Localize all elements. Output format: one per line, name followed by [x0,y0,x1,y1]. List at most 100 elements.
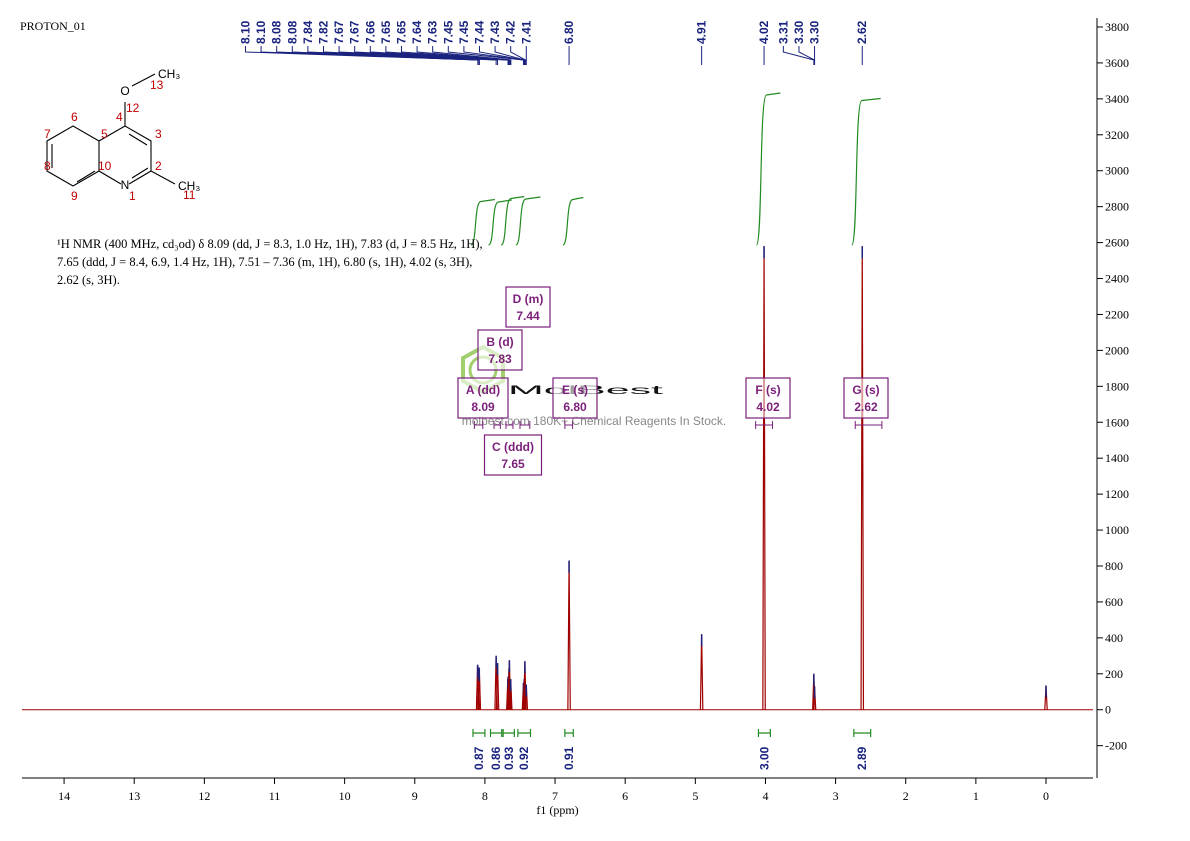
integral-curve [755,92,781,246]
atom-numbers: 13 12 4 3 2 1 10 5 6 7 8 9 11 [44,78,196,203]
atom-number: 12 [126,101,140,115]
peak-label: 7.67 [348,20,362,44]
peak-label-connector [322,46,499,65]
multiplet-box [505,286,551,328]
x-tick-label: 10 [339,789,351,803]
y-tick-label: 2200 [1105,307,1129,321]
peak [567,560,571,710]
multiplet-range [493,421,501,429]
x-tick-label: 1 [973,789,979,803]
multiplet-range [854,421,883,429]
peak [477,669,482,710]
peak-label: 4.02 [757,20,771,44]
peak-label: 7.63 [426,20,440,44]
peak-label-connector [416,46,511,65]
y-tick-label: 3800 [1105,20,1129,34]
peak-label-connector [494,46,526,65]
peak-label: 4.91 [695,20,709,44]
multiplet-box [477,329,523,371]
integral-range [853,729,872,737]
peak-label: 6.80 [562,20,576,44]
atom-number: 13 [150,78,164,92]
atom-number: 8 [44,159,51,173]
atom-number: 10 [98,159,112,173]
multiplet-range [505,421,514,429]
multiplet-shift: 6.80 [563,400,587,414]
y-tick-label: 3400 [1105,92,1129,106]
y-tick-label: 1200 [1105,487,1129,501]
x-tick-label: 2 [903,789,909,803]
atom-number: 2 [155,159,162,173]
peak-label: 7.45 [457,20,471,44]
x-tick-label: 9 [412,789,418,803]
peak-label: 2.62 [855,20,869,44]
peak-label-connector [463,46,524,65]
multiplet-box [843,377,889,419]
multiplet-name: B (d) [486,335,513,349]
atom: CH₃ [158,67,180,81]
integral-curve [515,196,541,246]
atom-number: 6 [71,110,78,124]
y-tick-label: 2600 [1105,236,1129,250]
x-axis-label: f1 (ppm) [536,803,578,817]
integral-range [564,729,574,737]
y-tick-label: 3200 [1105,128,1129,142]
ring-bonds [46,73,176,187]
y-tick-label: 1800 [1105,379,1129,393]
y-tick-label: 200 [1105,667,1123,681]
x-tick-label: 8 [482,789,488,803]
peak-label-connector [478,46,525,65]
peak-label: 7.64 [410,20,424,44]
atom-number: 9 [71,189,78,203]
y-tick-label: 600 [1105,595,1123,609]
multiplet-shift: 4.02 [756,400,780,414]
atom: CH₃ [178,179,200,193]
multiplet-name: A (dd) [466,383,500,397]
peak-label: 7.43 [488,20,502,44]
description: ¹H NMR (400 MHz, cd₃od) δ 8.09 (dd, J = … [57,237,483,287]
integral-label: 2.89 [855,746,869,770]
integral-curve [500,195,525,246]
structure [46,73,176,187]
multiplet-shift: 8.09 [471,400,495,414]
peak-label: 7.84 [301,20,315,44]
integral-label: 0.91 [562,746,576,770]
x-tick-label: 14 [58,789,70,803]
x-tick-label: 13 [128,789,140,803]
peak-label: 7.82 [316,20,330,44]
x-tick-label: 6 [622,789,628,803]
peak-label: 7.65 [379,20,393,44]
y-tick-label: -200 [1105,739,1127,753]
integral-range [502,729,515,737]
x-tick-label: 3 [833,789,839,803]
peak-label-connector [798,46,816,65]
atom: O [120,84,129,98]
multiplet-name: G (s) [852,383,879,397]
atom-number: 4 [116,110,123,124]
peak-label: 7.67 [332,20,346,44]
multiplet-shift: 7.65 [501,457,525,471]
integral-range [489,729,503,737]
y-tick-label: 3600 [1105,56,1129,70]
integral-curve [562,196,584,246]
multiplet-range [564,421,574,429]
integral-label: 0.86 [489,746,503,770]
multiplet-range [519,421,531,429]
x-tick-label: 5 [692,789,698,803]
y-tick-label: 0 [1105,703,1111,717]
peak-label: 7.45 [441,20,455,44]
y-tick-label: 400 [1105,631,1123,645]
peak-label-connector [291,46,480,65]
integral-label: 3.00 [757,746,771,770]
peak-label: 7.42 [504,20,518,44]
y-tick-label: 2000 [1105,343,1129,357]
multiplet-box [552,377,598,419]
multiplet-name: F (s) [755,383,780,397]
peak-label: 3.30 [808,20,822,44]
multiplet-range [473,421,484,429]
multiplet-name: E (s) [562,383,588,397]
peak-label: 7.44 [472,20,486,44]
multiplet-name: C (ddd) [492,440,534,454]
multiplet-box [745,377,791,419]
